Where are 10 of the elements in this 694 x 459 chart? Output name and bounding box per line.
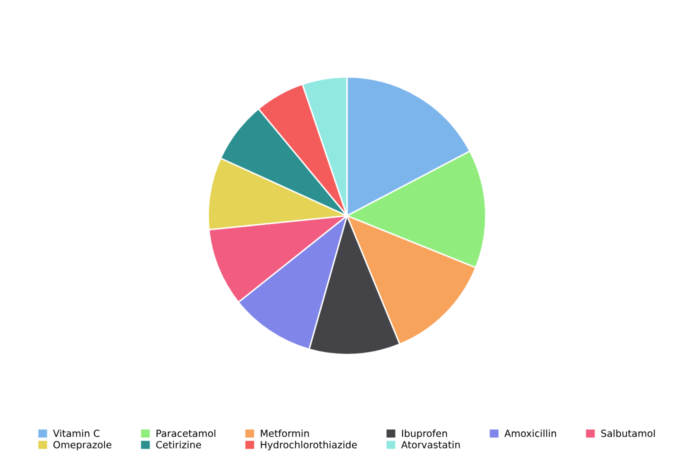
legend-label: Salbutamol [601,429,655,438]
legend-label: Amoxicillin [504,429,556,438]
legend-label: Omeprazole [53,440,112,450]
legend-label: Cetirizine [156,440,202,448]
legend-label: Metformin [260,429,309,438]
legend-label: Paracetamol [156,429,216,438]
legend-label: Vitamin C [52,429,100,438]
legend-label: Ibuprofen [402,429,447,439]
legend-label: Atorvastatin [401,440,460,448]
legend-label: Hydrochlorothiazide [260,440,357,450]
